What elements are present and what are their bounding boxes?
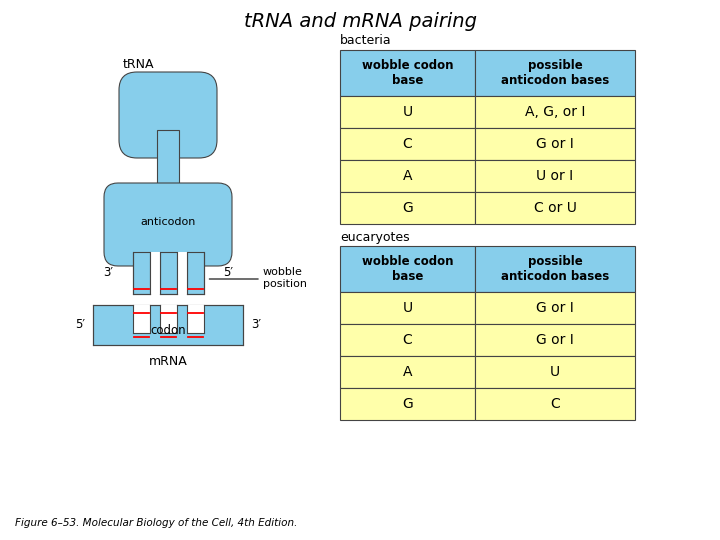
Text: wobble codon
base: wobble codon base <box>361 255 454 283</box>
Text: U: U <box>402 105 413 119</box>
Text: C: C <box>550 397 560 411</box>
Text: A: A <box>402 169 413 183</box>
Text: eucaryotes: eucaryotes <box>340 231 410 244</box>
Text: wobble codon
base: wobble codon base <box>361 59 454 87</box>
Text: 5′: 5′ <box>223 266 233 279</box>
Text: A: A <box>402 365 413 379</box>
Bar <box>340 246 475 292</box>
Bar <box>93 305 243 345</box>
Bar <box>132 252 150 294</box>
Bar <box>160 305 176 333</box>
Bar <box>475 128 635 160</box>
Text: possible
anticodon bases: possible anticodon bases <box>501 59 609 87</box>
Text: A, G, or I: A, G, or I <box>525 105 585 119</box>
Text: C: C <box>402 137 413 151</box>
Text: possible
anticodon bases: possible anticodon bases <box>501 255 609 283</box>
FancyBboxPatch shape <box>104 183 232 266</box>
Bar <box>475 192 635 224</box>
Text: 5′: 5′ <box>75 319 85 332</box>
Bar <box>475 96 635 128</box>
Bar <box>186 305 204 333</box>
Text: 3′: 3′ <box>251 319 261 332</box>
Bar <box>340 356 475 388</box>
Bar <box>475 292 635 324</box>
Text: C: C <box>402 333 413 347</box>
Text: tRNA and mRNA pairing: tRNA and mRNA pairing <box>243 12 477 31</box>
Text: bacteria: bacteria <box>340 34 392 47</box>
Text: C or U: C or U <box>534 201 577 215</box>
Text: G: G <box>402 201 413 215</box>
Bar <box>132 305 150 333</box>
Bar <box>176 252 186 294</box>
Text: U: U <box>550 365 560 379</box>
Bar <box>340 50 475 96</box>
Bar <box>186 252 204 294</box>
Bar <box>475 356 635 388</box>
Bar <box>475 246 635 292</box>
Bar <box>340 192 475 224</box>
Text: U or I: U or I <box>536 169 574 183</box>
Bar <box>150 252 160 294</box>
Bar <box>340 388 475 420</box>
Text: wobble
position: wobble position <box>263 267 307 289</box>
Text: G or I: G or I <box>536 333 574 347</box>
Text: anticodon: anticodon <box>140 217 196 227</box>
Text: U: U <box>402 301 413 315</box>
Text: tRNA: tRNA <box>123 58 155 71</box>
Bar <box>157 130 179 200</box>
Text: G: G <box>402 397 413 411</box>
Bar <box>340 96 475 128</box>
Bar <box>475 388 635 420</box>
Bar <box>475 324 635 356</box>
Text: codon: codon <box>150 323 186 336</box>
Bar <box>160 252 176 294</box>
Text: G or I: G or I <box>536 137 574 151</box>
Text: mRNA: mRNA <box>148 355 187 368</box>
FancyBboxPatch shape <box>119 72 217 158</box>
Bar <box>340 160 475 192</box>
Bar <box>475 50 635 96</box>
Text: 3′: 3′ <box>103 266 113 279</box>
Bar <box>340 128 475 160</box>
Bar <box>475 160 635 192</box>
Text: Figure 6–53. Molecular Biology of the Cell, 4th Edition.: Figure 6–53. Molecular Biology of the Ce… <box>15 518 297 528</box>
Bar <box>340 292 475 324</box>
Text: G or I: G or I <box>536 301 574 315</box>
Bar <box>340 324 475 356</box>
